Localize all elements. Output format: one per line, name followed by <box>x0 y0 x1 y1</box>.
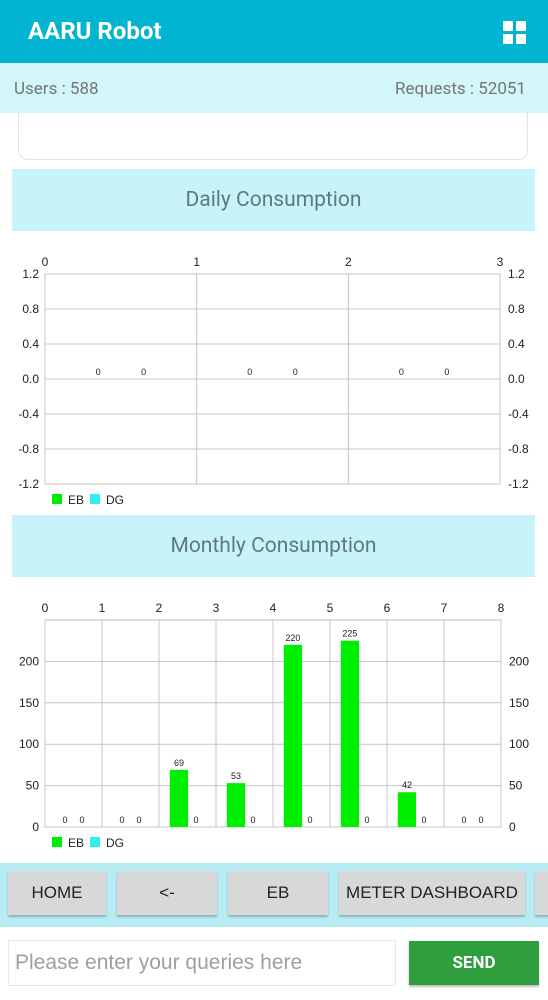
x-tick-label: 1 <box>99 601 106 615</box>
stats-bar: Users : 588 Requests : 52051 <box>0 63 548 113</box>
query-input[interactable]: Please enter your queries here <box>8 940 396 986</box>
data-label: 0 <box>293 367 298 377</box>
y-tick-label-right: 50 <box>509 779 523 793</box>
app-bar: AARU Robot <box>0 0 548 63</box>
monthly-chart-svg: 0 1 2 3 4 5 6 7 8 200 200 150 150 100 100 50 50 0 0 0 0 69 53 2… <box>19 601 529 850</box>
y-tick-label-right: 1.2 <box>508 267 525 281</box>
data-label: 53 <box>231 771 241 781</box>
data-label: 0 <box>479 815 484 825</box>
bar-eb <box>283 644 303 827</box>
y-tick-label-left: 200 <box>19 654 39 668</box>
grid-icon[interactable] <box>503 21 526 44</box>
meter-dashboard-button[interactable]: METER DASHBOARD <box>339 871 525 915</box>
y-tick-label-right: 100 <box>509 737 529 751</box>
data-label: 69 <box>174 758 184 768</box>
data-label: 0 <box>62 815 67 825</box>
eb-button[interactable]: EB <box>228 871 328 915</box>
bottom-bar: HOME <- EB METER DASHBOARD Please enter … <box>0 863 548 1000</box>
data-label: 0 <box>194 815 199 825</box>
x-tick-label: 6 <box>384 601 391 615</box>
data-label: 225 <box>342 629 357 639</box>
x-tick-label: 7 <box>441 601 448 615</box>
y-tick-label-left: -0.8 <box>18 442 39 456</box>
y-tick-label-left: 1.2 <box>22 267 39 281</box>
daily-consumption-title: Daily Consumption <box>12 169 535 231</box>
back-button[interactable]: <- <box>117 871 217 915</box>
legend-swatch-eb <box>52 837 62 847</box>
data-label: 0 <box>461 815 466 825</box>
legend-label-dg: DG <box>106 493 124 507</box>
requests-count: Requests : 52051 <box>395 79 526 99</box>
bar-eb <box>169 769 189 827</box>
monthly-consumption-title: Monthly Consumption <box>12 515 535 577</box>
data-label: 42 <box>402 780 412 790</box>
x-tick-label: 1 <box>193 255 200 269</box>
app-title: AARU Robot <box>28 17 162 45</box>
y-tick-label-right: 0.4 <box>508 337 525 351</box>
y-tick-label-left: 0.4 <box>22 337 39 351</box>
data-label: 0 <box>422 815 427 825</box>
legend-swatch-dg <box>90 494 100 504</box>
x-tick-label: 0 <box>42 255 49 269</box>
y-tick-label-left: 0.8 <box>22 302 39 316</box>
data-label: 0 <box>247 367 252 377</box>
y-tick-label-right: 0.0 <box>508 372 525 386</box>
monthly-consumption-chart: 0 1 2 3 4 5 6 7 8 200 200 150 150 100 100 50 50 0 0 0 0 69 53 2… <box>0 577 548 857</box>
daily-chart-svg: 0 1 2 3 1.2 1.2 0.8 0.8 0.4 0.4 0.0 0.0 -0.4 -0.4 -0.8… <box>18 255 529 507</box>
data-label: 0 <box>80 815 85 825</box>
x-tick-label: 4 <box>270 601 277 615</box>
y-tick-label-left: 0 <box>32 820 39 834</box>
legend-swatch-eb <box>52 494 62 504</box>
x-tick-label: 3 <box>497 255 504 269</box>
y-tick-label-right: -0.4 <box>508 407 529 421</box>
daily-consumption-chart: 0 1 2 3 1.2 1.2 0.8 0.8 0.4 0.4 0.0 0.0 -0.4 -0.4 -0.8… <box>0 231 548 509</box>
legend-label-dg: DG <box>106 836 124 850</box>
data-label: 0 <box>365 815 370 825</box>
x-tick-label: 8 <box>498 601 505 615</box>
x-tick-label: 2 <box>156 601 163 615</box>
x-tick-label: 3 <box>213 601 220 615</box>
data-label: 0 <box>399 367 404 377</box>
data-label: 0 <box>308 815 313 825</box>
data-label: 0 <box>119 815 124 825</box>
data-label: 0 <box>251 815 256 825</box>
previous-message-card <box>18 113 528 160</box>
y-tick-label-left: -0.4 <box>18 407 39 421</box>
y-tick-label-right: 200 <box>509 654 529 668</box>
send-button[interactable]: SEND <box>409 941 539 985</box>
users-count: Users : 588 <box>14 79 99 99</box>
x-tick-label: 2 <box>345 255 352 269</box>
y-tick-label-left: -1.2 <box>18 477 39 491</box>
y-tick-label-right: 0.8 <box>508 302 525 316</box>
legend-label-eb: EB <box>68 836 84 850</box>
chat-content[interactable]: Daily Consumption 0 1 2 3 1.2 1.2 0.8 0.8 0.4 0.4… <box>0 113 548 863</box>
next-button-partial[interactable] <box>535 871 548 915</box>
bar-eb <box>340 640 360 827</box>
data-label: 0 <box>137 815 142 825</box>
legend-swatch-dg <box>90 837 100 847</box>
data-label: 0 <box>444 367 449 377</box>
y-tick-label-left: 150 <box>19 696 39 710</box>
data-label: 0 <box>96 367 101 377</box>
y-tick-label-right: 150 <box>509 696 529 710</box>
y-tick-label-left: 50 <box>26 779 40 793</box>
y-tick-label-right: -1.2 <box>508 477 529 491</box>
bar-eb <box>226 783 246 827</box>
home-button[interactable]: HOME <box>8 871 106 915</box>
data-label: 220 <box>285 633 300 643</box>
x-tick-label: 5 <box>327 601 334 615</box>
data-label: 0 <box>141 367 146 377</box>
x-tick-label: 0 <box>42 601 49 615</box>
bar-eb <box>397 792 417 827</box>
y-tick-label-right: -0.8 <box>508 442 529 456</box>
y-tick-label-left: 100 <box>19 737 39 751</box>
y-tick-label-left: 0.0 <box>22 372 39 386</box>
quick-buttons-row[interactable]: HOME <- EB METER DASHBOARD <box>0 863 548 927</box>
y-tick-label-right: 0 <box>509 820 516 834</box>
legend-label-eb: EB <box>68 493 84 507</box>
